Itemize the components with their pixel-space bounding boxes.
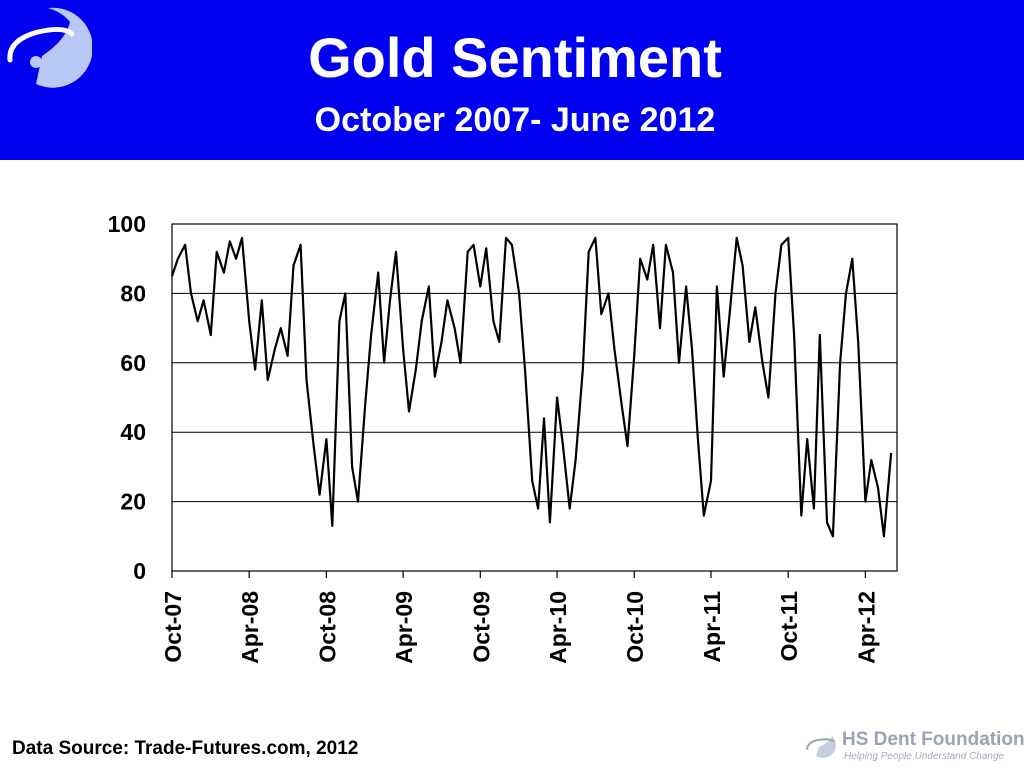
x-tick-label: Apr-08 [237, 591, 263, 664]
title-banner: Gold Sentiment October 2007- June 2012 [0, 0, 1024, 160]
x-tick-label: Oct-08 [314, 591, 340, 663]
y-tick-labels: 0 20 40 60 80 100 [108, 211, 146, 584]
footer-logo-name: HS Dent Foundation [842, 729, 1024, 750]
y-tick-label: 80 [120, 280, 146, 306]
orbit-swoosh-logo-icon [7, 7, 92, 88]
x-tick-label: Oct-07 [160, 591, 186, 663]
series-layer [170, 236, 893, 538]
x-tick-label: Apr-09 [391, 591, 417, 664]
sentiment-series-line [170, 236, 893, 538]
y-tick-label: 0 [133, 558, 146, 584]
y-tick-label: 100 [108, 211, 146, 237]
data-source-note: Data Source: Trade-Futures.com, 2012 [12, 738, 359, 759]
page-title: Gold Sentiment [308, 26, 722, 89]
y-tick-label: 20 [120, 489, 146, 515]
axes [171, 223, 898, 578]
footer-logo-tagline: Helping People Understand Change [844, 751, 1005, 762]
x-tick-labels: Oct-07 Apr-08 Oct-08 Apr-09 Oct-09 Apr-10 Oct-… [160, 591, 879, 664]
x-tick-label: Oct-11 [776, 591, 802, 662]
swoosh-icon [806, 732, 836, 758]
x-tick-label: Oct-09 [468, 591, 494, 663]
x-tick-label: Apr-12 [853, 591, 879, 664]
y-tick-label: 60 [120, 350, 146, 376]
y-tick-label: 40 [120, 419, 146, 445]
x-tick-label: Apr-11 [699, 591, 725, 663]
plot-frame [171, 223, 898, 572]
gridlines [172, 292, 897, 503]
footer-logo: HS Dent Foundation Helping People Unders… [806, 728, 1024, 764]
x-tick-label: Oct-10 [622, 591, 648, 663]
page-subtitle: October 2007- June 2012 [314, 101, 716, 139]
x-tick-label: Apr-10 [545, 591, 571, 664]
